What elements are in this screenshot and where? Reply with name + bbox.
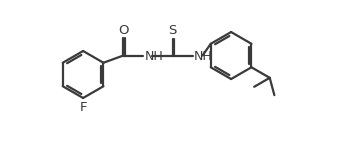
- Text: NH: NH: [194, 50, 213, 63]
- Text: F: F: [79, 101, 87, 114]
- Text: S: S: [168, 24, 177, 37]
- Text: NH: NH: [145, 50, 163, 63]
- Text: O: O: [118, 24, 129, 37]
